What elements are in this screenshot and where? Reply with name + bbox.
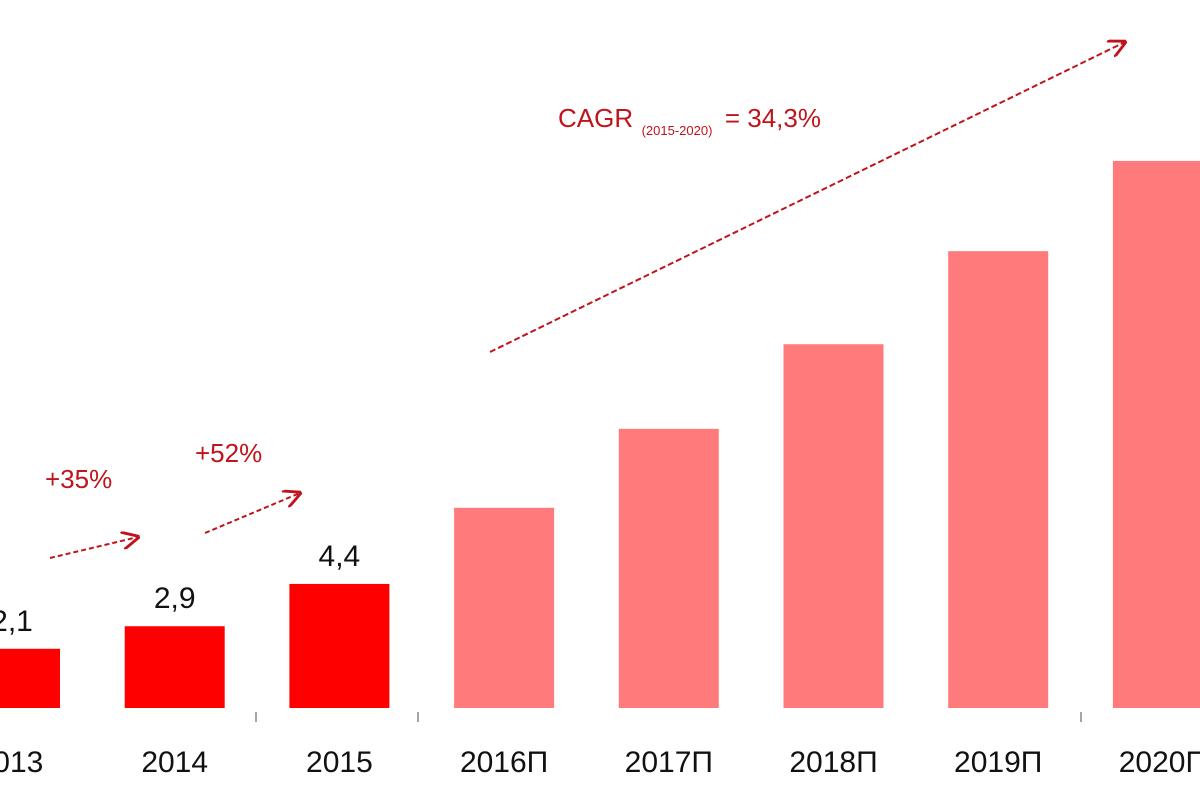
data-label: 2,1 [0, 605, 33, 638]
bar-2016П [454, 507, 555, 708]
x-tick-label: 2014 [141, 746, 208, 779]
cagr-label: CAGR [558, 103, 633, 133]
data-label: 2,9 [154, 582, 196, 615]
x-tick-label: 2017П [625, 746, 713, 779]
bar-2014 [124, 626, 225, 708]
cagr-value: = 34,3% [725, 103, 821, 133]
bar-2019П [948, 251, 1049, 708]
bar-2013 [0, 648, 60, 708]
growth-arrow-2015 [204, 493, 300, 534]
x-tick-label: 2013 [0, 746, 43, 779]
bar-2015 [289, 583, 390, 708]
growth-arrow-2014 [49, 537, 138, 559]
x-tick-label: 2019П [954, 746, 1042, 779]
x-tick-label: 2018П [789, 746, 877, 779]
cagr-annotation: CAGR (2015-2020) = 34,3% [558, 103, 821, 139]
x-tick-label: 2015 [306, 746, 373, 779]
bar-2017П [618, 428, 719, 708]
growth-label-2015: +52% [195, 438, 262, 468]
cagr-period: (2015-2020) [642, 123, 713, 138]
growth-label-2014: +35% [45, 464, 112, 494]
bar-2020П [1112, 160, 1200, 709]
data-label: 4,4 [319, 540, 361, 573]
bar-2018П [783, 344, 884, 708]
x-tick-label: 2020П [1119, 746, 1200, 779]
x-tick-label: 2016П [460, 746, 548, 779]
cagr-arrow [489, 42, 1125, 353]
